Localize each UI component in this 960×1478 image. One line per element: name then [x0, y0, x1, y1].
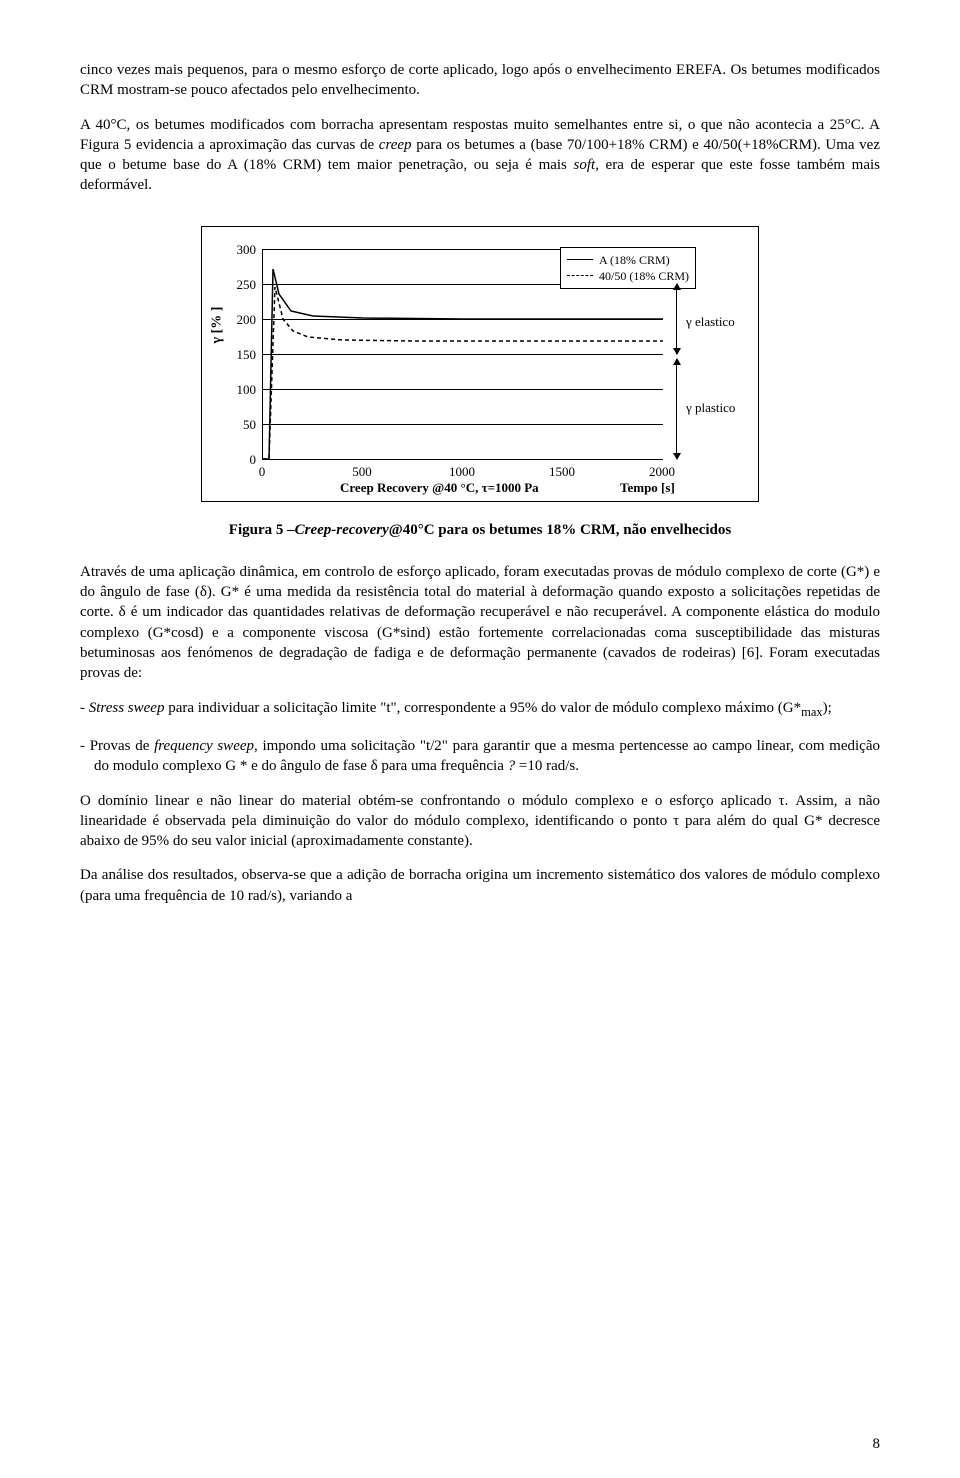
text: para individuar a solicitação limite "t"…: [164, 700, 801, 716]
y-tick-label: 100: [220, 381, 256, 399]
legend-label: 40/50 (18% CRM): [599, 268, 689, 284]
paragraph-5: Da análise dos resultados, observa-se qu…: [80, 865, 880, 906]
plastic-bracket: [676, 359, 677, 459]
text: );: [823, 700, 832, 716]
caption-suffix: @40°C para os betumes 18% CRM, não envel…: [389, 522, 731, 538]
subscript-max: max: [801, 705, 823, 719]
italic-question: ?: [508, 758, 516, 774]
italic-creep: creep: [379, 137, 412, 153]
paragraph-2: A 40°C, os betumes modificados com borra…: [80, 115, 880, 196]
plastic-label: γ plastico: [686, 399, 735, 417]
series-b-line: [263, 287, 663, 459]
italic-stress-sweep: Stress sweep: [89, 700, 165, 716]
figure-5: γ [% ] 050100150200250300 A (18% CRM) 40…: [80, 226, 880, 502]
text: - Provas de: [80, 738, 154, 754]
x-tick-label: 500: [352, 463, 372, 481]
legend-item-b: 40/50 (18% CRM): [567, 268, 689, 284]
italic-soft: soft: [574, 157, 596, 173]
legend-item-a: A (18% CRM): [567, 252, 689, 268]
y-tick-label: 0: [220, 451, 256, 469]
y-tick-label: 300: [220, 241, 256, 259]
y-tick-label: 250: [220, 276, 256, 294]
bullet-list: - Stress sweep para individuar a solicit…: [80, 698, 880, 776]
x-tick-label: 2000: [649, 463, 675, 481]
caption-italic: Creep-recovery: [295, 522, 389, 538]
chart-canvas: γ [% ] 050100150200250300 A (18% CRM) 40…: [220, 249, 740, 489]
legend-line-solid: [567, 259, 593, 260]
x-axis-label-left: Creep Recovery @40 °C, τ=1000 Pa: [340, 479, 539, 497]
text: -: [80, 700, 89, 716]
page-number: 8: [873, 1434, 881, 1454]
figure-border: γ [% ] 050100150200250300 A (18% CRM) 40…: [201, 226, 759, 502]
legend-label: A (18% CRM): [599, 252, 670, 268]
x-tick-label: 1500: [549, 463, 575, 481]
paragraph-4: O domínio linear e não linear do materia…: [80, 791, 880, 852]
elastic-label: γ elastico: [686, 313, 735, 331]
paragraph-1: cinco vezes mais pequenos, para o mesmo …: [80, 60, 880, 101]
list-item-1: - Stress sweep para individuar a solicit…: [80, 698, 880, 721]
legend-line-dashed: [567, 275, 593, 276]
y-tick-label: 150: [220, 346, 256, 364]
elastic-bracket: [676, 284, 677, 354]
y-tick-label: 200: [220, 311, 256, 329]
x-axis-label-right: Tempo [s]: [620, 479, 675, 497]
figure-caption: Figura 5 –Creep-recovery@40°C para os be…: [80, 520, 880, 540]
series-a-line: [263, 269, 663, 459]
x-tick-label: 1000: [449, 463, 475, 481]
x-tick-label: 0: [259, 463, 266, 481]
caption-prefix: Figura 5 –: [229, 522, 295, 538]
paragraph-3: Através de uma aplicação dinâmica, em co…: [80, 562, 880, 684]
italic-frequency-sweep: frequency sweep: [154, 738, 254, 754]
y-tick-label: 50: [220, 416, 256, 434]
list-item-2: - Provas de frequency sweep, impondo uma…: [80, 736, 880, 777]
text: =10 rad/s.: [515, 758, 579, 774]
